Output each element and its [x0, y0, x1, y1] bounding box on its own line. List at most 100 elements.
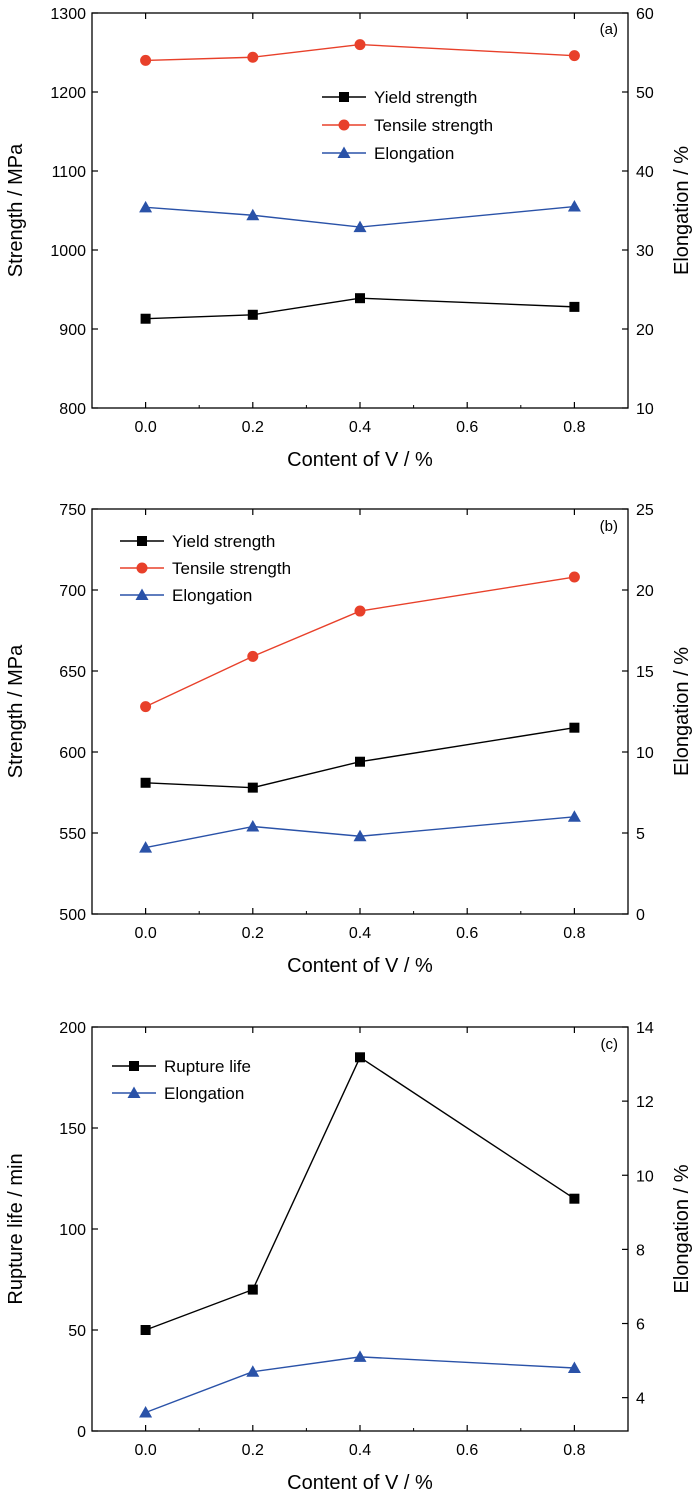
panel-label: (c) [601, 1036, 619, 1053]
y-left-axis-label: Strength / MPa [5, 644, 27, 778]
data-point [140, 701, 152, 713]
panel-label: (a) [600, 21, 618, 38]
y-right-tick-label: 20 [636, 322, 654, 339]
legend: Rupture life Elongation [112, 1057, 251, 1103]
x-tick-label: 0.6 [456, 925, 478, 942]
data-point [246, 208, 260, 221]
data-point [568, 50, 580, 62]
data-point [139, 200, 153, 213]
series-yield-strength [140, 722, 580, 793]
y-left-tick-label: 1200 [50, 85, 86, 102]
chart-panel-a: 0.0 0.2 0.4 0.6 0.8 800 900 1000 1100 1200 1300 10 2… [5, 6, 693, 471]
legend-entry: Rupture life [164, 1057, 251, 1076]
y-right-tick-label: 14 [636, 1020, 654, 1037]
y-right-axis-label: Elongation / % [671, 1164, 693, 1293]
legend-marker [135, 588, 149, 600]
legend-marker [338, 119, 350, 131]
x-tick-label: 0.6 [456, 1442, 478, 1459]
data-point [569, 722, 580, 733]
x-axis-label: Content of V / % [287, 1472, 433, 1494]
data-point [140, 313, 151, 324]
legend-entry: Tensile strength [374, 116, 493, 135]
data-point [246, 1365, 260, 1377]
y-right-tick-label: 12 [636, 1094, 654, 1111]
data-point [247, 1284, 258, 1295]
data-point [140, 1325, 151, 1335]
x-tick-label: 0.2 [242, 925, 264, 942]
y-left-axis-label: Rupture life / min [5, 1153, 27, 1304]
legend-marker [339, 92, 349, 102]
y-left-tick-label: 500 [59, 907, 86, 924]
x-tick-label: 0.8 [563, 925, 585, 942]
y-right-tick-label: 40 [636, 164, 654, 181]
data-point [140, 54, 152, 66]
y-right-axis-label: Elongation / % [671, 146, 693, 275]
y-left-tick-label: 900 [59, 322, 86, 339]
legend-entry: Yield strength [172, 532, 275, 551]
series-line [145, 297, 575, 320]
x-tick-label: 0.8 [563, 419, 585, 436]
legend: Yield strength Tensile strength Elongation [322, 88, 493, 163]
data-point [139, 1405, 153, 1418]
y-left-axis-label: Strength / MPa [5, 143, 27, 277]
y-left-tick-label: 600 [59, 745, 86, 762]
legend: Yield strength Tensile strength Elongation [120, 532, 291, 605]
x-tick-label: 0.6 [456, 419, 478, 436]
series-elongation [139, 1350, 581, 1418]
series-tensile-strength [140, 39, 580, 66]
y-left-tick-label: 700 [59, 583, 86, 600]
series-yield-strength [140, 293, 580, 324]
series-elongation [139, 810, 581, 853]
x-tick-label: 0.2 [242, 419, 264, 436]
series-line [145, 1056, 575, 1331]
x-tick-label: 0.0 [134, 925, 156, 942]
x-axis-label: Content of V / % [287, 955, 433, 977]
x-tick-label: 0.2 [242, 1442, 264, 1459]
y-left-tick-label: 800 [59, 401, 86, 418]
y-right-tick-label: 4 [636, 1391, 645, 1408]
y-left-tick-label: 50 [68, 1323, 86, 1340]
series-line [145, 816, 575, 849]
chart-panel-c: 0.0 0.2 0.4 0.6 0.8 0 50 100 150 200 4 6 8 10 12 14 Cont… [5, 1020, 693, 1494]
data-point [354, 605, 366, 617]
data-point [355, 1052, 365, 1063]
y-left-tick-label: 150 [59, 1121, 86, 1138]
series-elongation [139, 200, 581, 233]
legend-marker [129, 1061, 139, 1071]
data-point [140, 777, 151, 788]
data-point [569, 1193, 580, 1204]
x-tick-label: 0.4 [349, 925, 371, 942]
y-left-tick-label: 750 [59, 502, 86, 519]
data-point [567, 810, 581, 822]
y-right-tick-label: 60 [636, 6, 654, 23]
y-right-tick-label: 8 [636, 1242, 645, 1259]
y-left-tick-label: 1100 [52, 164, 87, 181]
data-point [568, 571, 580, 583]
x-axis-label: Content of V / % [287, 449, 433, 471]
series-rupture-life [140, 1052, 580, 1335]
y-right-tick-label: 25 [636, 502, 654, 519]
x-tick-label: 0.4 [349, 419, 371, 436]
series-line [145, 205, 575, 228]
legend-entry: Elongation [374, 144, 454, 163]
data-point [353, 829, 367, 842]
series-tensile-strength [140, 571, 580, 713]
y-left-tick-label: 100 [59, 1222, 86, 1239]
series-line [145, 1356, 575, 1414]
y-right-tick-label: 10 [636, 745, 654, 762]
series-line [145, 43, 575, 62]
x-tick-label: 0.4 [349, 1442, 371, 1459]
data-point [355, 293, 365, 304]
data-point [247, 782, 258, 793]
data-point [354, 39, 366, 51]
y-right-tick-label: 20 [636, 583, 654, 600]
legend-entry: Yield strength [374, 88, 477, 107]
data-point [247, 51, 259, 63]
data-point [353, 220, 367, 233]
legend-entry: Elongation [172, 586, 252, 605]
y-left-tick-label: 200 [59, 1020, 86, 1037]
y-left-tick-label: 0 [77, 1424, 86, 1441]
panel-label: (b) [600, 518, 618, 535]
data-point [247, 309, 258, 320]
